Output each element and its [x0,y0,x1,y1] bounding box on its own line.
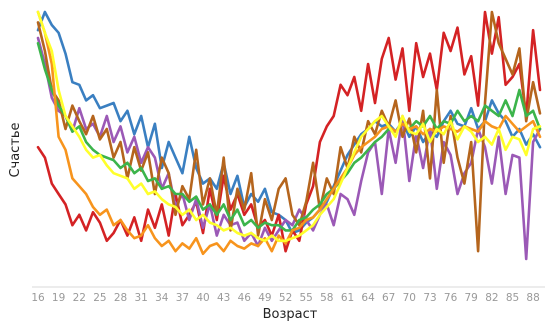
x-tick-label: 70 [403,292,416,304]
x-tick-label: 49 [258,292,271,304]
x-tick-label: 61 [341,292,354,304]
y-axis-label: Счастье [8,122,23,177]
series-line-6 [36,10,542,256]
series-line-3 [36,36,542,261]
series-line-4 [36,10,542,253]
x-axis-label: Возраст [263,307,318,322]
x-tick-label: 85 [506,292,519,304]
x-tick-label: 37 [176,292,189,304]
x-tick-label: 16 [31,292,45,304]
x-tick-labels: 16 19 22 25 28 31 34 37 40 43 46 49 52 55 58 61 64 67 70 73… [31,292,539,304]
series-line-2 [36,10,542,253]
x-tick-label: 52 [279,292,292,304]
x-tick-label: 31 [135,292,148,304]
x-tick-label: 73 [423,292,436,304]
x-tick-label: 34 [155,292,169,304]
series-line-7 [36,10,542,243]
series-line-5 [36,41,542,232]
x-tick-label: 55 [300,292,313,304]
x-tick-label: 22 [73,292,86,304]
x-tick-label: 19 [52,292,65,304]
series-line-1 [36,10,542,235]
x-tick-label: 76 [444,292,458,304]
x-tick-label: 40 [196,292,209,304]
x-tick-label: 28 [114,292,127,304]
x-tick-label: 64 [361,292,375,304]
x-tick-label: 88 [526,292,539,304]
x-tick-label: 67 [382,292,395,304]
x-tick-label: 46 [238,292,252,304]
series-layer [36,10,542,261]
x-tick-label: 43 [217,292,230,304]
x-tick-label: 79 [465,292,478,304]
x-tick-label: 25 [93,292,106,304]
x-tick-label: 82 [485,292,498,304]
x-tick-label: 58 [320,292,333,304]
